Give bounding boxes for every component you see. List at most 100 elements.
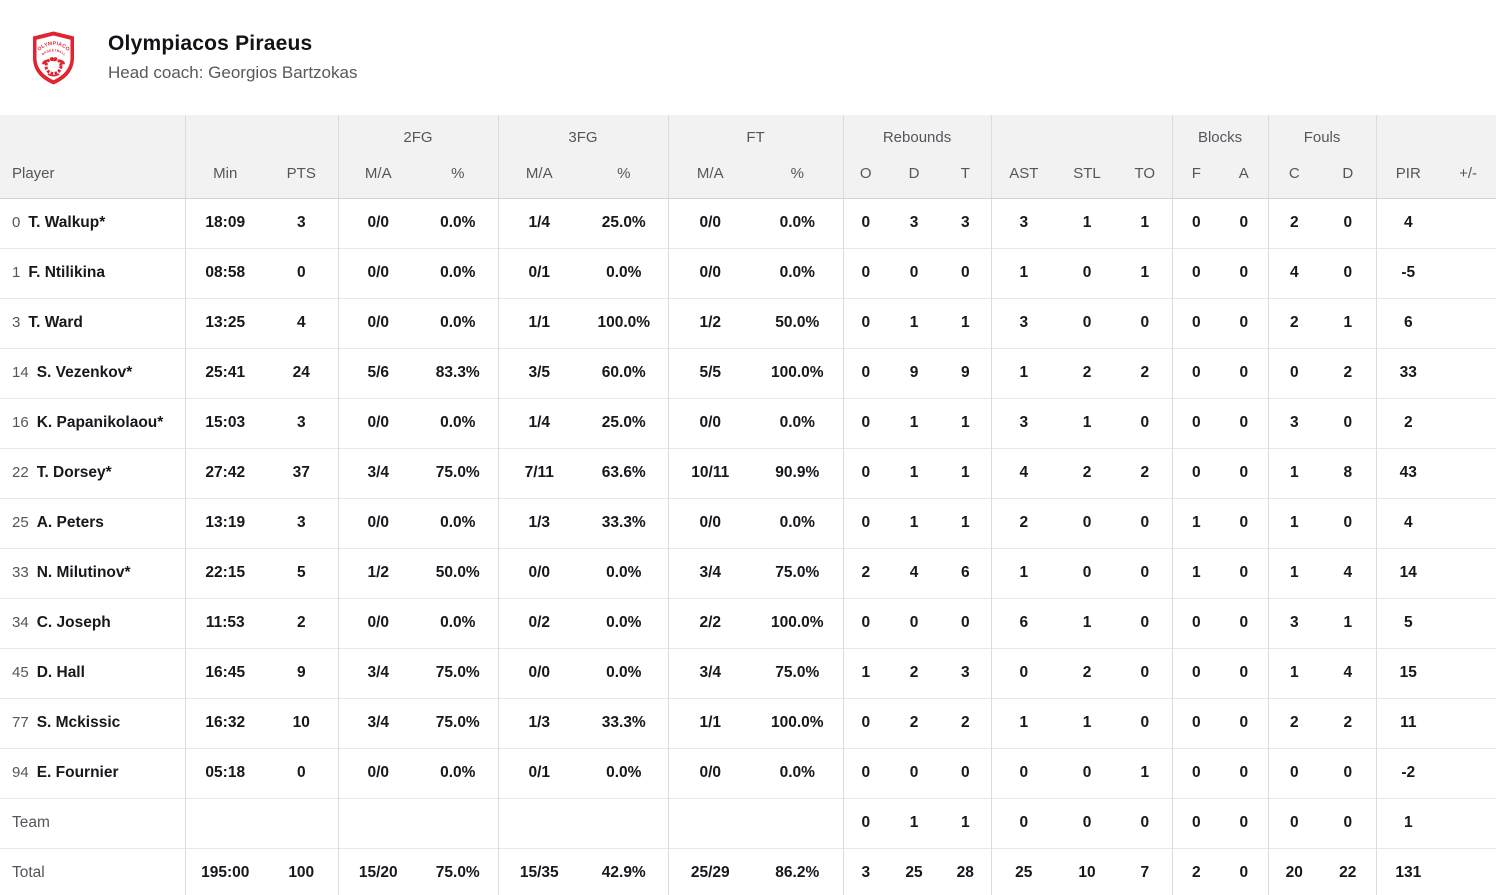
summary-label-cell: Total: [0, 847, 185, 895]
stat-min: 08:58: [184, 247, 265, 298]
stat-ft-ma: 25/29: [667, 847, 752, 895]
stat-ft-ma: 0/0: [667, 198, 752, 248]
player-name: C. Joseph: [36, 614, 111, 631]
stat-plus-minus: [1440, 397, 1496, 448]
stat-fg2-ma: 1/2: [337, 547, 418, 598]
stat-blk-f: 0: [1171, 198, 1221, 248]
stat-reb-d: 1: [888, 447, 941, 498]
stat-fg3-ma: [497, 797, 580, 848]
stat-to: 0: [1118, 297, 1173, 348]
stat-pts: 0: [265, 747, 338, 798]
player-cell: 0 T. Walkup*: [0, 198, 185, 248]
player-name: T. Dorsey*: [36, 464, 112, 481]
stat-reb-o: 0: [842, 198, 889, 248]
stat-reb-d: 0: [888, 747, 941, 798]
col-header-3fg-pct: %: [580, 150, 668, 199]
stat-reb-o: 1: [842, 647, 889, 698]
stat-ast: 3: [990, 297, 1057, 348]
group-header-rebounds: Rebounds: [842, 115, 992, 150]
stat-to: 1: [1118, 247, 1173, 298]
stat-foul-c: 1: [1267, 647, 1321, 698]
stat-ast: 3: [990, 397, 1057, 448]
group-header-blocks: Blocks: [1171, 115, 1269, 150]
stat-blk-a: 0: [1220, 347, 1269, 398]
stat-fg2-ma: 0/0: [337, 597, 418, 648]
stat-pir: 14: [1375, 547, 1441, 598]
stat-stl: 2: [1056, 647, 1119, 698]
stat-fg3-pct: 0.0%: [580, 247, 668, 298]
stat-fg2-pct: 0.0%: [418, 497, 498, 548]
col-header-blk-f: F: [1171, 150, 1221, 199]
player-name: N. Milutinov*: [36, 564, 131, 581]
stat-pir: 6: [1375, 297, 1441, 348]
group-spacer-pir: [1375, 115, 1496, 150]
player-row: 25 A. Peters 13:19 3 0/0 0.0% 1/3 33.3% 0/0 0.0% 0…: [0, 497, 1496, 548]
col-header-ft-ma: M/A: [667, 150, 752, 199]
stat-pir: 15: [1375, 647, 1441, 698]
stat-ft-pct: 0.0%: [752, 747, 844, 798]
stat-fg3-pct: 25.0%: [601, 214, 646, 231]
jersey-number: 22: [12, 464, 29, 481]
stat-reb-t: 3: [960, 214, 970, 231]
stat-foul-d: 0: [1320, 247, 1377, 298]
stat-min: 27:42: [184, 447, 265, 498]
stat-blk-f: 0: [1171, 697, 1221, 748]
stat-foul-c: 1: [1267, 547, 1321, 598]
stat-plus-minus: [1440, 697, 1496, 748]
player-name: K. Papanikolaou*: [36, 414, 164, 431]
stat-pts: 10: [265, 697, 338, 748]
stat-blk-a: 0: [1220, 697, 1269, 748]
stat-foul-c: 1: [1267, 497, 1321, 548]
stat-blk-f: 1: [1171, 497, 1221, 548]
stat-pir: 4: [1375, 198, 1441, 248]
stat-reb-o: 0: [842, 447, 889, 498]
player-cell: 33 N. Milutinov*: [0, 547, 185, 598]
player-row: 77 S. Mckissic 16:32 10 3/4 75.0% 1/3 33.3% 1/1 1…: [0, 697, 1496, 748]
player-cell: 94 E. Fournier: [0, 747, 185, 798]
stat-ft-pct: 86.2%: [752, 847, 844, 895]
stat-ft-pct: 0.0%: [752, 247, 844, 298]
col-header-2fg-pct: %: [418, 150, 498, 199]
stat-blk-a: 0: [1220, 247, 1269, 298]
stat-ast: 0: [990, 647, 1057, 698]
box-score-header: 2FG 3FG FT Rebounds Blocks Fouls Player …: [0, 115, 1496, 199]
stat-stl: 0: [1056, 797, 1119, 848]
stat-stl: 2: [1056, 447, 1119, 498]
player-row: 14 S. Vezenkov* 25:41 24 5/6 83.3% 3/5 60.0% 5/5…: [0, 347, 1496, 398]
stat-ast: 0: [990, 797, 1057, 848]
stat-min: 05:18: [184, 747, 265, 798]
jersey-number: 94: [12, 764, 29, 781]
stat-reb-o: 0: [842, 397, 889, 448]
stat-ast: 1: [990, 547, 1057, 598]
stat-fg2-pct: [418, 797, 498, 848]
stat-fg2-pct: 50.0%: [418, 547, 498, 598]
team-title-block: Olympiacos Piraeus Head coach: Georgios …: [108, 32, 357, 83]
stat-foul-c: 3: [1267, 597, 1321, 648]
stat-reb-d: 0: [888, 247, 941, 298]
stat-pts: 3: [265, 397, 338, 448]
stat-plus-minus: [1440, 847, 1496, 895]
stat-blk-f: 2: [1171, 847, 1221, 895]
stat-blk-a: 0: [1220, 847, 1269, 895]
stat-plus-minus: [1440, 747, 1496, 798]
stat-fg2-ma: [337, 797, 418, 848]
stat-reb-d: 0: [888, 597, 941, 648]
stat-min: 16:45: [184, 647, 265, 698]
stat-fg3-pct: 100.0%: [580, 297, 668, 348]
jersey-number: 45: [12, 664, 29, 681]
stat-blk-f: 0: [1171, 597, 1221, 648]
stat-reb-o: 0: [842, 697, 889, 748]
stat-fg2-ma: 3/4: [337, 647, 418, 698]
stat-ft-pct: 0.0%: [752, 397, 844, 448]
stat-to: 0: [1118, 397, 1173, 448]
stat-reb-t: 9: [940, 347, 992, 398]
stat-min: 195:00: [184, 847, 265, 895]
stat-to: 0: [1118, 697, 1173, 748]
col-header-player: Player: [0, 150, 185, 199]
stat-fg3-ma: 0/1: [497, 747, 580, 798]
stat-foul-d: 4: [1320, 547, 1377, 598]
player-cell: 14 S. Vezenkov*: [0, 347, 185, 398]
stat-plus-minus: [1440, 247, 1496, 298]
summary-label-cell: Team: [0, 797, 185, 848]
col-header-reb-t: T: [940, 150, 992, 199]
